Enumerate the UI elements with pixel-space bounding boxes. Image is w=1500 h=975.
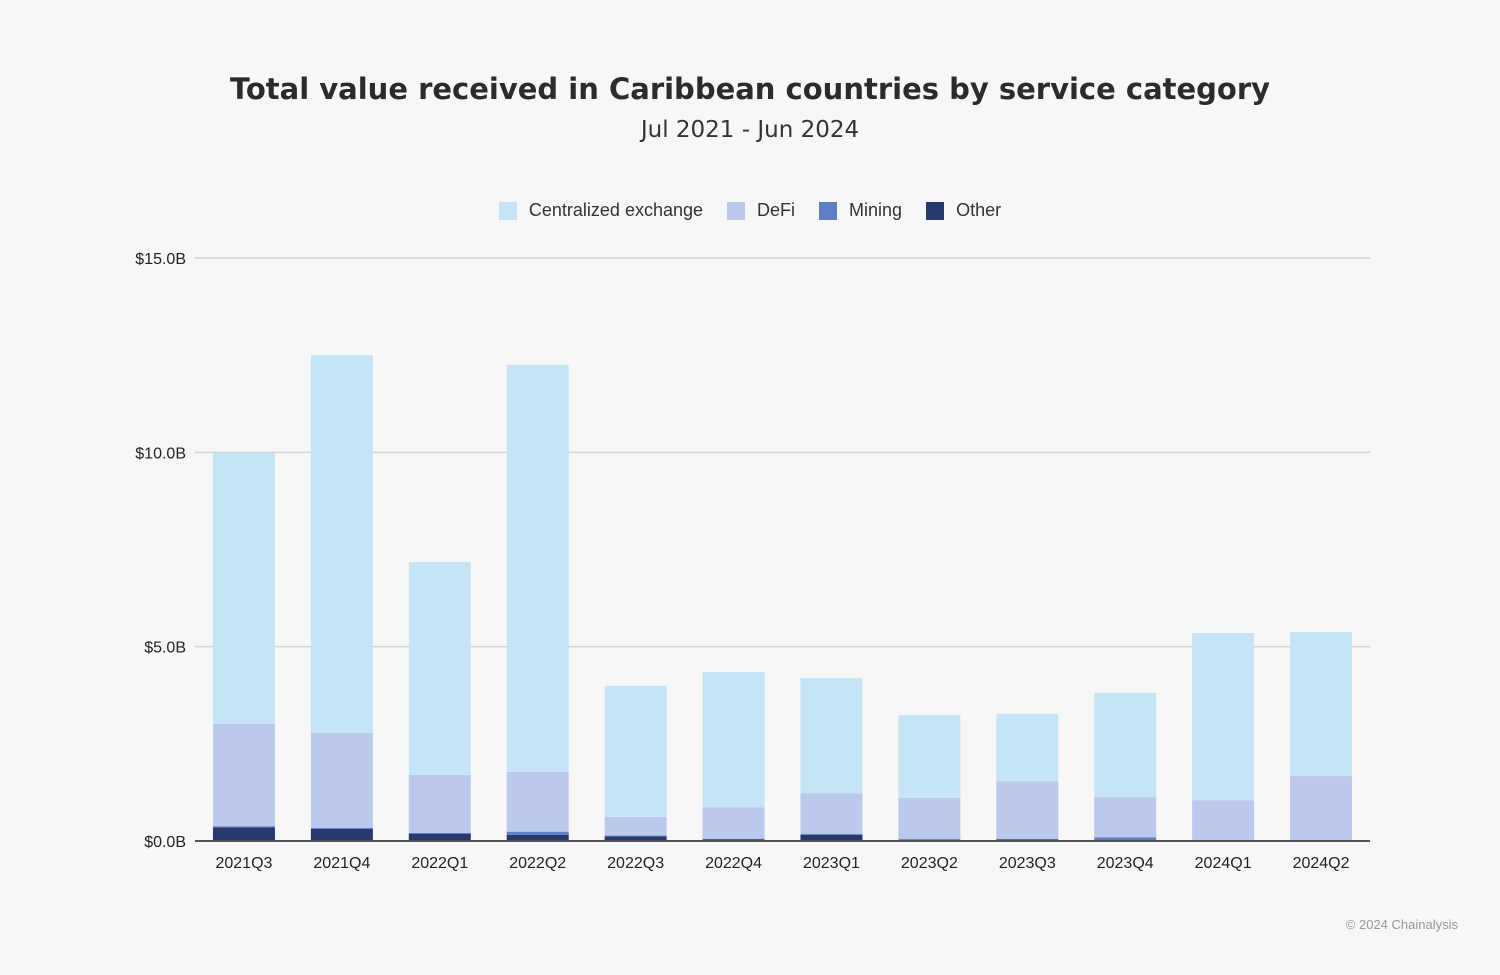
legend-swatch: [926, 201, 945, 220]
legend-swatch: [727, 201, 746, 220]
legend-item: DeFi: [727, 200, 795, 221]
bar-segment-mining: [898, 839, 961, 841]
bar-segment-centralized-exchange: [1192, 633, 1255, 801]
legend-label: Other: [956, 200, 1002, 220]
x-tick-label: 2021Q4: [313, 855, 370, 872]
bar-segment-defi: [408, 774, 471, 833]
bar-segment-other: [506, 834, 569, 841]
bar-segment-centralized-exchange: [506, 364, 569, 772]
bar-segment-centralized-exchange: [1094, 692, 1157, 798]
bar-segment-mining: [702, 838, 765, 840]
chart-title: Total value received in Caribbean countr…: [229, 72, 1271, 106]
legend-item: Mining: [819, 200, 902, 221]
x-tick-label: 2023Q4: [1097, 855, 1154, 872]
bar-segment-centralized-exchange: [408, 561, 471, 775]
bar-segment-other: [408, 834, 471, 841]
bar-segment-centralized-exchange: [212, 453, 275, 725]
x-tick-label: 2023Q3: [999, 855, 1056, 872]
x-tick-label: 2022Q2: [509, 855, 566, 872]
bar-segment-centralized-exchange: [702, 671, 765, 808]
bar-segment-mining: [1094, 837, 1157, 841]
legend-swatch: [819, 201, 838, 220]
bar-segment-other: [604, 836, 667, 841]
bar-segment-other: [310, 828, 373, 841]
y-tick-label: $5.0B: [144, 640, 186, 657]
bar-segment-mining: [212, 826, 275, 828]
y-tick-label: $15.0B: [135, 251, 186, 268]
bar-segment-defi: [310, 732, 373, 828]
legend-item: Centralized exchange: [498, 200, 704, 221]
bar-segment-centralized-exchange: [800, 678, 863, 794]
bar-segment-centralized-exchange: [604, 685, 667, 817]
bar-segment-defi: [898, 797, 961, 840]
legend-swatch: [498, 201, 517, 220]
bar-segment-centralized-exchange: [996, 713, 1059, 782]
bar-segment-other: [800, 834, 863, 841]
x-tick-label: 2023Q2: [901, 855, 958, 872]
bar-segment-defi: [604, 816, 667, 836]
bar-segment-defi: [702, 807, 765, 839]
copyright-credit: © 2024 Chainalysis: [1345, 917, 1458, 932]
bar-segment-mining: [408, 832, 471, 835]
bar-segment-centralized-exchange: [310, 355, 373, 733]
bar-segment-centralized-exchange: [1290, 631, 1353, 777]
bar-segment-defi: [1290, 776, 1353, 841]
bar-segment-defi: [996, 781, 1059, 840]
bar-segment-centralized-exchange: [898, 715, 961, 798]
bar-segment-other: [212, 827, 275, 841]
x-tick-label: 2024Q2: [1293, 855, 1350, 872]
x-tick-label: 2021Q3: [215, 855, 272, 872]
bar-segment-defi: [1094, 797, 1157, 838]
legend-item: Other: [926, 200, 1001, 221]
bar-segment-mining: [310, 827, 373, 829]
y-tick-label: $10.0B: [135, 445, 186, 462]
bar-segment-defi: [1192, 800, 1255, 841]
legend-label: Mining: [849, 200, 903, 220]
legend: Centralized exchange DeFi Mining Other: [0, 200, 1500, 221]
legend-label: Centralized exchange: [528, 200, 704, 220]
bar-segment-defi: [212, 724, 275, 827]
x-tick-label: 2022Q3: [607, 855, 664, 872]
bar-segment-mining: [604, 835, 667, 837]
bar-segment-mining: [506, 831, 569, 835]
bar-segment-defi: [506, 771, 569, 832]
x-tick-label: 2022Q1: [411, 855, 468, 872]
legend-label: DeFi: [757, 200, 796, 220]
bar-segment-defi: [800, 793, 863, 835]
y-tick-label: $0.0B: [144, 834, 186, 851]
x-tick-label: 2023Q1: [803, 855, 860, 872]
chart-subtitle: Jul 2021 - Jun 2024: [640, 117, 860, 143]
x-tick-label: 2022Q4: [705, 855, 762, 872]
x-tick-label: 2024Q1: [1195, 855, 1252, 872]
bar-segment-mining: [800, 834, 863, 835]
